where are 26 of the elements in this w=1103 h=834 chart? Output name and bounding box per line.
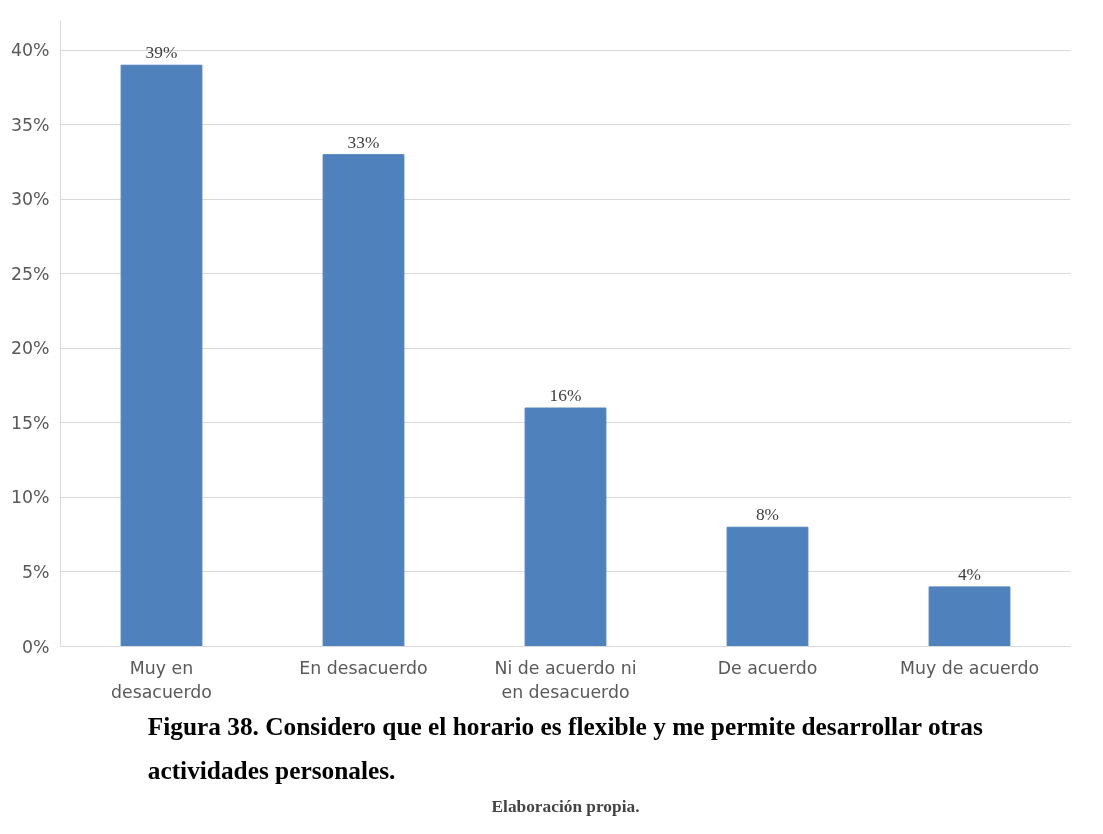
- bar: [928, 586, 1011, 647]
- data-label: 16%: [549, 386, 582, 406]
- data-label: 39%: [145, 43, 178, 63]
- bar: [120, 64, 203, 647]
- x-tick-label: De acuerdo: [717, 657, 818, 678]
- data-label: 4%: [957, 564, 982, 584]
- text: Figura 38. Considero que el horario es flexible y me permite desarrollar otras actividades personales.: [147, 711, 983, 785]
- y-tick-label: 20%: [10, 338, 50, 359]
- x-tick-label: Muy de acuerdo: [899, 657, 1040, 678]
- data-label: 8%: [755, 505, 780, 525]
- y-tick-label: 10%: [10, 487, 50, 508]
- data-label: 33%: [347, 132, 380, 152]
- x-tick-label: Muy en desacuerdo: [111, 657, 212, 702]
- y-tick-label: 25%: [10, 263, 50, 284]
- y-tick-label: 35%: [10, 114, 50, 135]
- y-tick-label: 15%: [10, 412, 50, 433]
- x-tick-label: En desacuerdo: [299, 657, 428, 678]
- y-tick-label: 0%: [22, 636, 50, 657]
- bar: [322, 154, 405, 647]
- y-tick-label: 5%: [22, 561, 50, 582]
- text: Elaboración propia.: [491, 796, 640, 816]
- bar: [726, 526, 809, 647]
- y-tick-label: 40%: [10, 40, 50, 61]
- y-tick-label: 30%: [10, 189, 50, 210]
- bar: [524, 407, 607, 647]
- x-tick-label: Ni de acuerdo ni en desacuerdo: [494, 657, 637, 702]
